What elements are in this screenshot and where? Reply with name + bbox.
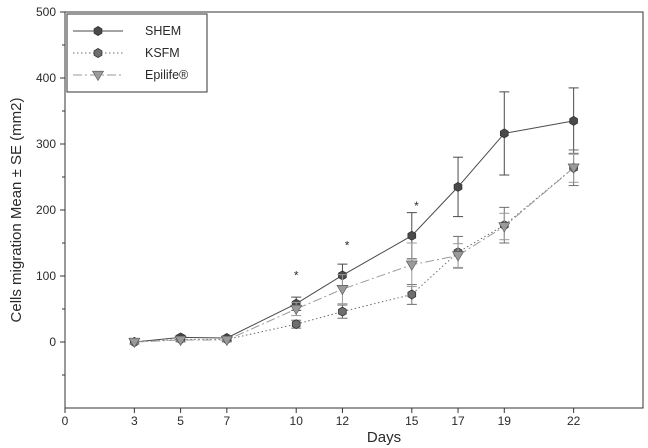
x-tick-label: 22 (567, 414, 581, 428)
y-tick-label: 200 (36, 203, 56, 217)
legend-label: KSFM (145, 46, 180, 60)
legend-marker (93, 48, 103, 58)
y-tick-label: 100 (36, 269, 56, 283)
y-tick-label: 300 (36, 137, 56, 151)
x-tick-label: 15 (405, 414, 419, 428)
x-tick-label: 5 (177, 414, 184, 428)
x-tick-label: 19 (498, 414, 512, 428)
data-point (290, 304, 303, 316)
series-group (128, 87, 580, 349)
y-axis-title: Cells migration Mean ± SE (mm2) (8, 98, 25, 323)
x-tick-label: 12 (336, 414, 350, 428)
data-point (338, 306, 347, 317)
x-axis-title: Days (367, 429, 401, 446)
data-point (499, 128, 509, 139)
data-point (405, 260, 418, 271)
data-point (452, 251, 465, 262)
legend-marker (93, 26, 103, 36)
significance-mark: * (414, 199, 419, 213)
x-tick-label: 7 (223, 414, 230, 428)
legend-label: SHEM (145, 24, 181, 38)
y-tick-label: 500 (36, 5, 56, 19)
legend: SHEM KSFM Epilife® (66, 13, 208, 93)
data-point (220, 335, 233, 347)
data-point (128, 337, 141, 349)
data-point (174, 335, 187, 347)
data-point (336, 285, 349, 296)
data-point (407, 289, 417, 300)
data-point (498, 222, 511, 233)
y-tick-label: 0 (49, 335, 56, 349)
y-tick-label: 400 (36, 71, 56, 85)
x-tick-label: 10 (290, 414, 304, 428)
significance-mark: * (345, 239, 350, 253)
series-1 (129, 149, 579, 347)
axes: 0 100 200 300 400 500 0 3 5 7 10 12 15 17 19 22 Days Cell… (8, 5, 581, 446)
data-point (453, 181, 463, 192)
legend-label: Epilife® (145, 68, 189, 82)
series-line (134, 120, 574, 343)
x-tick-label: 0 (62, 414, 69, 428)
annotations: * * * (294, 199, 419, 282)
x-tick-label: 17 (451, 414, 465, 428)
data-point (407, 230, 417, 241)
legend-marker (91, 70, 105, 82)
data-point (291, 319, 301, 330)
series-0 (129, 87, 579, 347)
series-line (134, 167, 574, 343)
data-point (567, 163, 580, 174)
series-2 (128, 152, 580, 349)
x-tick-label: 3 (131, 414, 138, 428)
series-line (134, 167, 574, 343)
significance-mark: * (294, 268, 299, 282)
data-point (569, 115, 578, 126)
